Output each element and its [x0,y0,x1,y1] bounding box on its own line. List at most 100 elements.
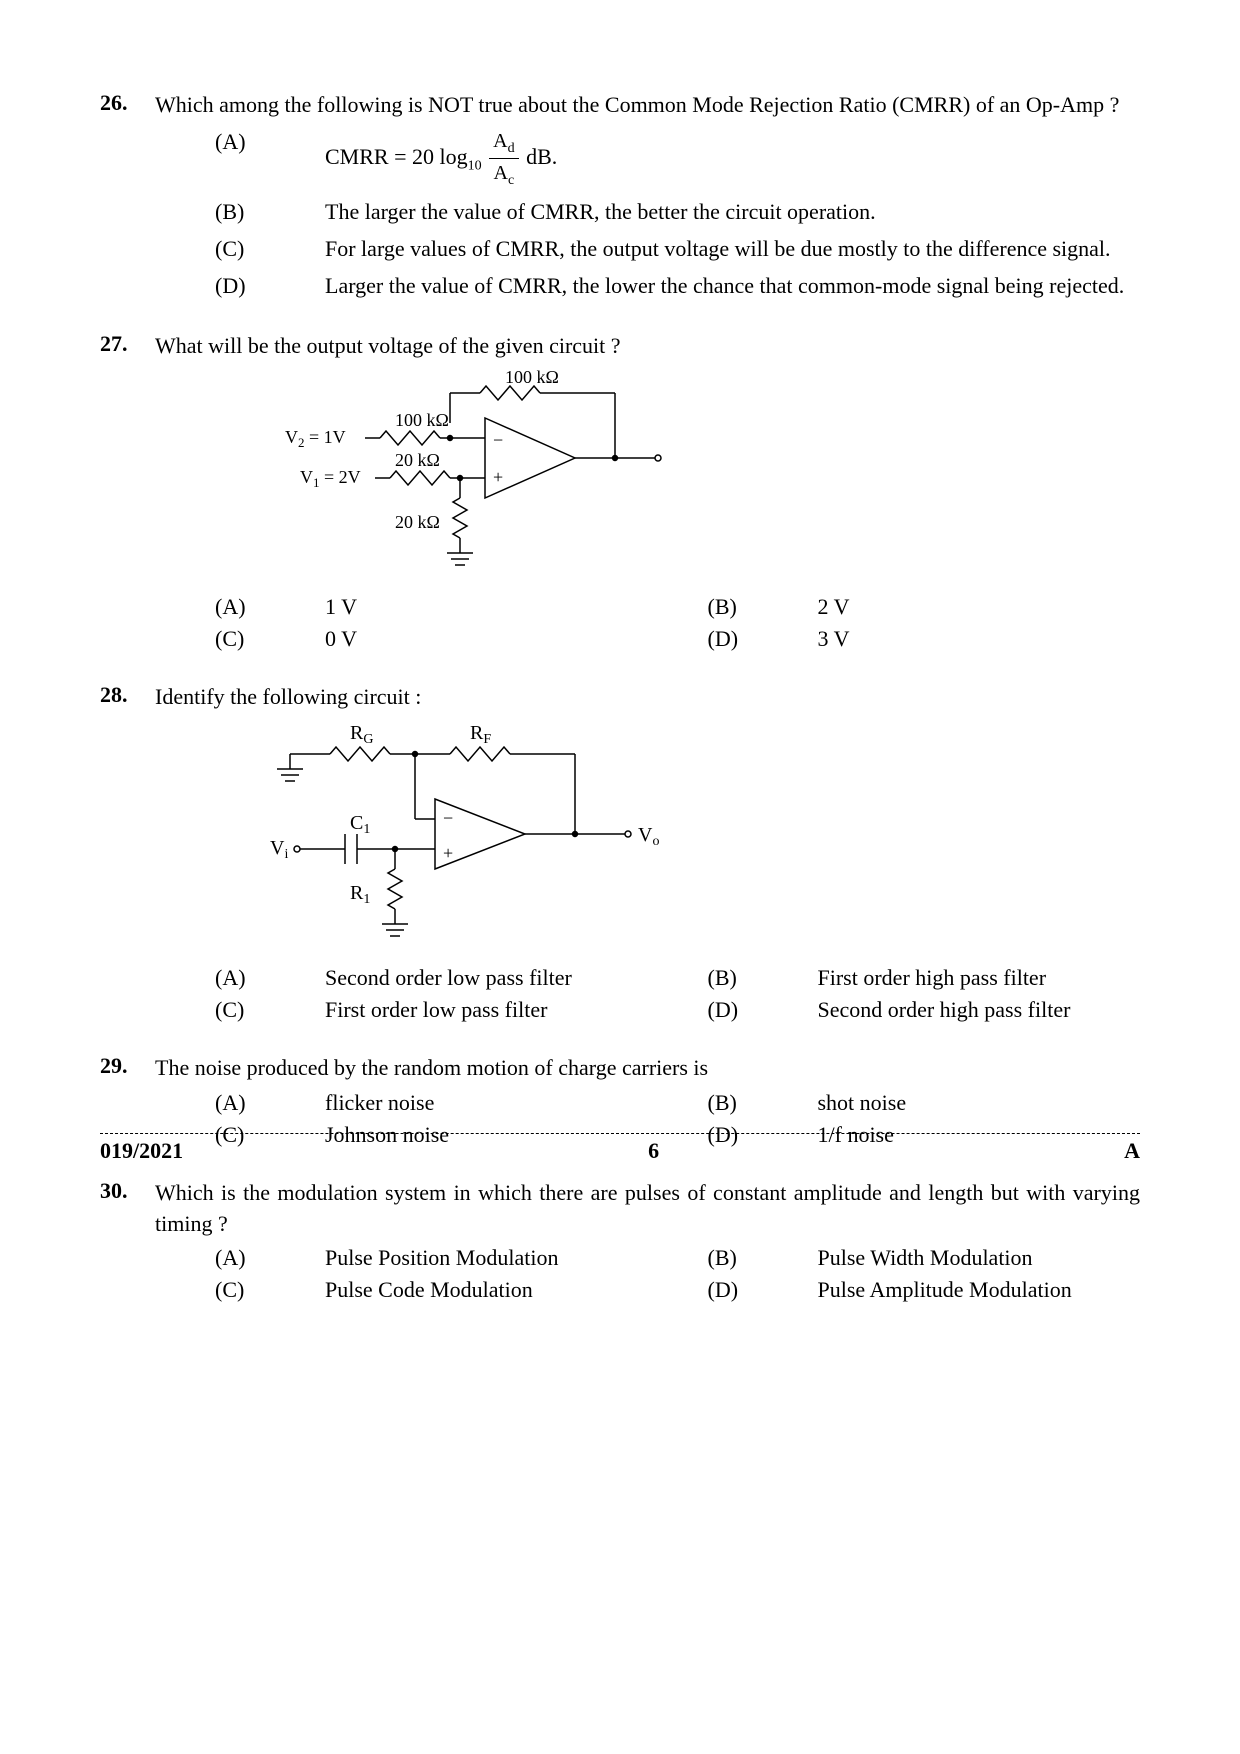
rg-label: 20 kΩ [395,512,440,532]
option-text: Pulse Width Modulation [818,1245,1141,1271]
option-d: (D)3 V [648,626,1141,652]
r1-label: 20 kΩ [395,450,440,470]
v2-label: V2 = 1V [285,427,346,450]
minus-terminal: − [493,430,503,450]
option-letter: (B) [648,1090,818,1116]
r1-label: R1 [350,882,370,907]
frac-den-sym: A [494,162,508,184]
footer-left: 019/2021 [100,1138,183,1164]
option-text: The larger the value of CMRR, the better… [325,197,1140,228]
rg-label: RG [350,722,373,747]
option-letter: (A) [155,594,325,620]
option-a: (A) CMRR = 20 log10 Ad Ac dB. [155,127,1140,191]
option-a: (A)1 V [155,594,648,620]
fraction: Ad Ac [489,127,518,191]
option-b: (B)2 V [648,594,1141,620]
option-a: (A)Second order low pass filter [155,965,648,991]
fraction-den: Ac [489,159,518,191]
question-number: 26. [100,90,155,116]
question-body: What will be the output voltage of the g… [155,331,1140,658]
vo-label: Vo [638,824,659,849]
option-b: (B)First order high pass filter [648,965,1141,991]
r2-label: 100 kΩ [395,410,449,430]
option-a: (A)Pulse Position Modulation [155,1245,648,1271]
question-number: 27. [100,331,155,357]
option-c: (C) For large values of CMRR, the output… [155,234,1140,265]
option-c: (C)First order low pass filter [155,997,648,1023]
option-text: flicker noise [325,1090,648,1116]
question-text: Identify the following circuit : [155,682,1140,713]
rf-label: RF [470,722,491,747]
formula-suffix: dB. [526,144,557,169]
fraction-num: Ad [489,127,518,160]
question-text: Which among the following is NOT true ab… [155,90,1140,121]
option-a: (A)flicker noise [155,1090,648,1116]
options-2col: (A)Pulse Position Modulation (B)Pulse Wi… [155,1245,1140,1309]
formula-sub: 10 [468,158,482,173]
option-text: 1 V [325,594,648,620]
option-letter: (C) [155,626,325,652]
option-d: (D)Second order high pass filter [648,997,1141,1023]
frac-den-sub: c [508,173,514,188]
minus-terminal: − [443,808,453,828]
option-text: First order low pass filter [325,997,648,1023]
circuit-diagram-27: 100 kΩ V2 = 1V 100 kΩ V1 = 2V 20 kΩ [155,368,1140,584]
option-letter: (B) [155,197,325,228]
option-b: (B)Pulse Width Modulation [648,1245,1141,1271]
question-text: What will be the output voltage of the g… [155,331,1140,362]
question-number: 28. [100,682,155,708]
option-letter: (B) [648,1245,818,1271]
option-b: (B) The larger the value of CMRR, the be… [155,197,1140,228]
question-body: Identify the following circuit : RG RF [155,682,1140,1029]
question-28: 28. Identify the following circuit : RG … [100,682,1140,1029]
option-text: Pulse Amplitude Modulation [818,1277,1141,1303]
frac-num-sym: A [493,130,507,152]
option-letter: (C) [155,234,325,265]
option-text: shot noise [818,1090,1141,1116]
option-letter: (C) [155,997,325,1023]
option-text: 0 V [325,626,648,652]
option-text: CMRR = 20 log10 Ad Ac dB. [325,127,1140,191]
option-text: Pulse Code Modulation [325,1277,648,1303]
question-30: 30. Which is the modulation system in wh… [100,1178,1140,1310]
footer-center: 6 [648,1138,659,1164]
option-letter: (D) [648,626,818,652]
option-letter: (B) [648,965,818,991]
option-text: 3 V [818,626,1141,652]
option-letter: (A) [155,965,325,991]
option-text: Second order high pass filter [818,997,1141,1023]
option-text: For large values of CMRR, the output vol… [325,234,1140,265]
frac-num-sub: d [508,141,515,156]
option-d: (D) Larger the value of CMRR, the lower … [155,271,1140,302]
question-number: 30. [100,1178,155,1204]
question-body: Which among the following is NOT true ab… [155,90,1140,307]
question-body: Which is the modulation system in which … [155,1178,1140,1310]
question-number: 29. [100,1053,155,1079]
option-text: First order high pass filter [818,965,1141,991]
footer-right: A [1124,1138,1140,1164]
option-text: Pulse Position Modulation [325,1245,648,1271]
formula-prefix: CMRR = 20 log [325,144,468,169]
options-block: (A) CMRR = 20 log10 Ad Ac dB. (B) The la… [155,127,1140,302]
option-letter: (D) [648,1277,818,1303]
question-text: Which is the modulation system in which … [155,1178,1140,1240]
option-letter: (C) [155,1277,325,1303]
option-d: (D)Pulse Amplitude Modulation [648,1277,1141,1303]
circuit-diagram-28: RG RF Vi [155,719,1140,955]
options-2col: (A)1 V (B)2 V (C)0 V (D)3 V [155,594,1140,658]
v1-label: V1 = 2V [300,467,361,490]
c1-label: C1 [350,812,370,837]
option-letter: (A) [155,1090,325,1116]
question-text: The noise produced by the random motion … [155,1053,1140,1084]
option-c: (C)Pulse Code Modulation [155,1277,648,1303]
option-letter: (A) [155,1245,325,1271]
vi-label: Vi [270,837,288,862]
question-26: 26. Which among the following is NOT tru… [100,90,1140,307]
page-footer: 019/2021 6 A [100,1133,1140,1164]
option-text: 2 V [818,594,1141,620]
rf-label: 100 kΩ [505,368,559,387]
plus-terminal: + [493,467,503,487]
option-text: Larger the value of CMRR, the lower the … [325,271,1140,302]
option-c: (C)0 V [155,626,648,652]
option-letter: (D) [155,271,325,302]
